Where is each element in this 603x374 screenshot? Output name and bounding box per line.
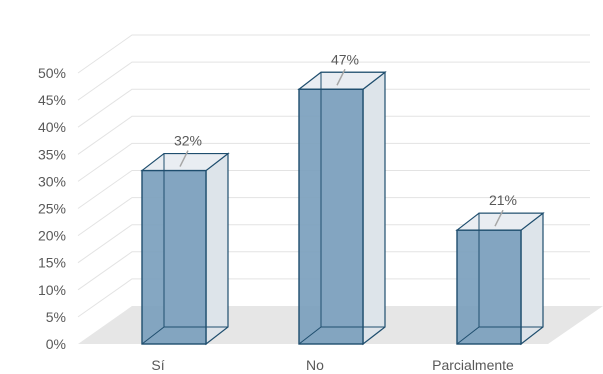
y-tick-label: 35% (38, 146, 66, 162)
gridline (77, 115, 590, 155)
bar (297, 71, 387, 346)
bar (140, 152, 230, 346)
y-tick-label: 20% (38, 228, 66, 244)
gridline (77, 34, 590, 74)
gridline (77, 61, 590, 101)
y-tick-label: 40% (38, 119, 66, 135)
y-tick-label: 15% (38, 255, 66, 271)
gridline (77, 88, 590, 128)
x-category-label: No (306, 357, 324, 373)
y-tick-label: 45% (38, 92, 66, 108)
gridline (77, 224, 590, 264)
x-category-label: Sí (151, 357, 164, 373)
y-tick-label: 50% (38, 65, 66, 81)
data-label: 21% (489, 192, 517, 208)
x-axis-categories: Sí No Parcialmente (151, 357, 514, 373)
y-tick-label: 5% (46, 309, 66, 325)
data-label: 32% (174, 133, 202, 149)
bar-side (520, 211, 544, 346)
bars (140, 71, 545, 346)
gridlines (77, 34, 590, 318)
x-category-label: Parcialmente (432, 357, 514, 373)
gridline (77, 170, 590, 209)
gridline (77, 251, 590, 291)
data-label-leader (336, 68, 346, 86)
y-tick-label: 30% (38, 173, 66, 189)
data-labels: 32% 47% 21% (174, 51, 517, 227)
bar-front (141, 169, 207, 345)
y-axis-ticks: 0% 5% 10% 15% 20% 25% 30% 35% 40% 45% 50% (38, 65, 66, 352)
y-tick-label: 10% (38, 282, 66, 298)
bar (455, 211, 545, 346)
data-label: 47% (331, 51, 359, 67)
y-tick-label: 0% (46, 336, 66, 352)
data-label-leader (494, 209, 504, 227)
bar-front (456, 229, 522, 345)
bar-side (362, 71, 386, 346)
gridline (77, 197, 590, 237)
gridline (77, 142, 590, 182)
bar-side (205, 152, 229, 346)
data-label-leader (179, 150, 189, 167)
gridline (77, 278, 590, 318)
bar-front (298, 88, 364, 345)
y-tick-label: 25% (38, 201, 66, 217)
